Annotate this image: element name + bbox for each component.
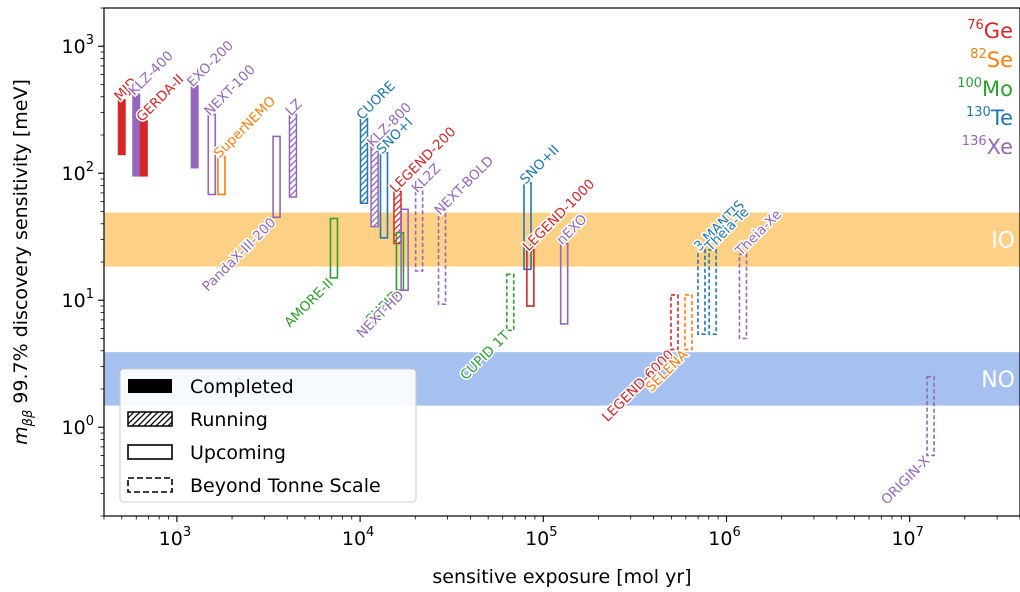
bar-sno-i (379, 151, 389, 239)
legend-label-upcoming: Upcoming (190, 442, 286, 464)
legend-swatch-beyond (127, 477, 173, 493)
x-tick-label: 105 (525, 525, 557, 550)
bar-exo-200 (190, 85, 199, 169)
x-tick-label: 104 (342, 525, 374, 550)
label-next-bold: NEXT-BOLD (432, 153, 497, 218)
bar-legend-200 (393, 190, 402, 245)
label-origin-x: ORIGIN-X (878, 453, 933, 508)
legend-swatch-completed (128, 379, 172, 393)
isotope-xe: 136Xe (962, 134, 1013, 159)
bar-theia-te (708, 248, 717, 336)
band-label-no: NO (981, 368, 1015, 393)
legend-label-beyond: Beyond Tonne Scale (190, 475, 381, 497)
bar-3-mantis (697, 248, 706, 336)
y-tick-label: 103 (62, 33, 94, 58)
bar-cuore (359, 117, 369, 205)
x-tick-label: 103 (159, 525, 191, 550)
bar-cupid-1t (505, 273, 515, 332)
band-label-io: IO (991, 229, 1015, 254)
bar-origin-x (926, 375, 935, 457)
y-tick-label: 102 (62, 160, 94, 185)
isotope-legend: 76Ge 82Se 100Mo 130Te 136Xe (957, 18, 1013, 159)
isotope-te: 130Te (966, 105, 1013, 130)
label-lz: LZ (282, 96, 305, 119)
status-legend: Completed Running Upcoming Beyond Tonne Sca… (119, 368, 417, 503)
bar-gerda-ii (139, 120, 148, 177)
bar-nexo (559, 242, 569, 325)
label-amore-ii: AMORE-II (281, 275, 336, 330)
bar-next-hd (400, 208, 409, 291)
y-tick-label: 101 (62, 287, 94, 312)
legend-swatch-running (127, 411, 173, 427)
bar-klz-800 (370, 144, 379, 228)
y-tick-label: 100 (62, 414, 94, 439)
bar-cupid (395, 231, 405, 291)
bar-pandax-iii-200 (272, 135, 281, 219)
bar-selena (684, 294, 693, 351)
bar-mjd (117, 99, 126, 156)
bar-supernemo (217, 155, 226, 196)
axes: 103 104 105 106 107 100 101 102 103 sensitive exp… (10, 7, 1020, 588)
bar-next-100 (207, 113, 217, 196)
isotope-se: 82Se (970, 47, 1013, 72)
status-legend-box (119, 368, 417, 503)
bar-amore-ii (329, 217, 339, 279)
bar-klz-400 (132, 93, 141, 177)
x-tick-label: 107 (891, 525, 923, 550)
bar-theia-xe (738, 253, 748, 340)
legend-label-running: Running (190, 409, 268, 431)
bar-legend-6000 (670, 294, 679, 351)
bar-legend-1000 (526, 248, 535, 307)
legend-label-completed: Completed (190, 376, 294, 398)
y-axis-label: mββ 99.7% discovery sensitivity [meV] (10, 79, 36, 445)
label-sno-ii: SNO+II (517, 142, 563, 188)
bar-lz (288, 113, 298, 198)
legend-swatch-upcoming (127, 444, 173, 460)
x-axis-label: sensitive exposure [mol yr] (432, 566, 691, 588)
band-io (104, 212, 1020, 267)
label-next-hd: NEXT-HD (354, 288, 408, 342)
experiment-bars (117, 85, 935, 457)
bar-kl2z (414, 190, 424, 272)
x-tick-label: 106 (708, 525, 740, 550)
isotope-mo: 100Mo (957, 76, 1013, 101)
isotope-ge: 76Ge (967, 18, 1013, 43)
bar-next-bold (437, 212, 447, 306)
